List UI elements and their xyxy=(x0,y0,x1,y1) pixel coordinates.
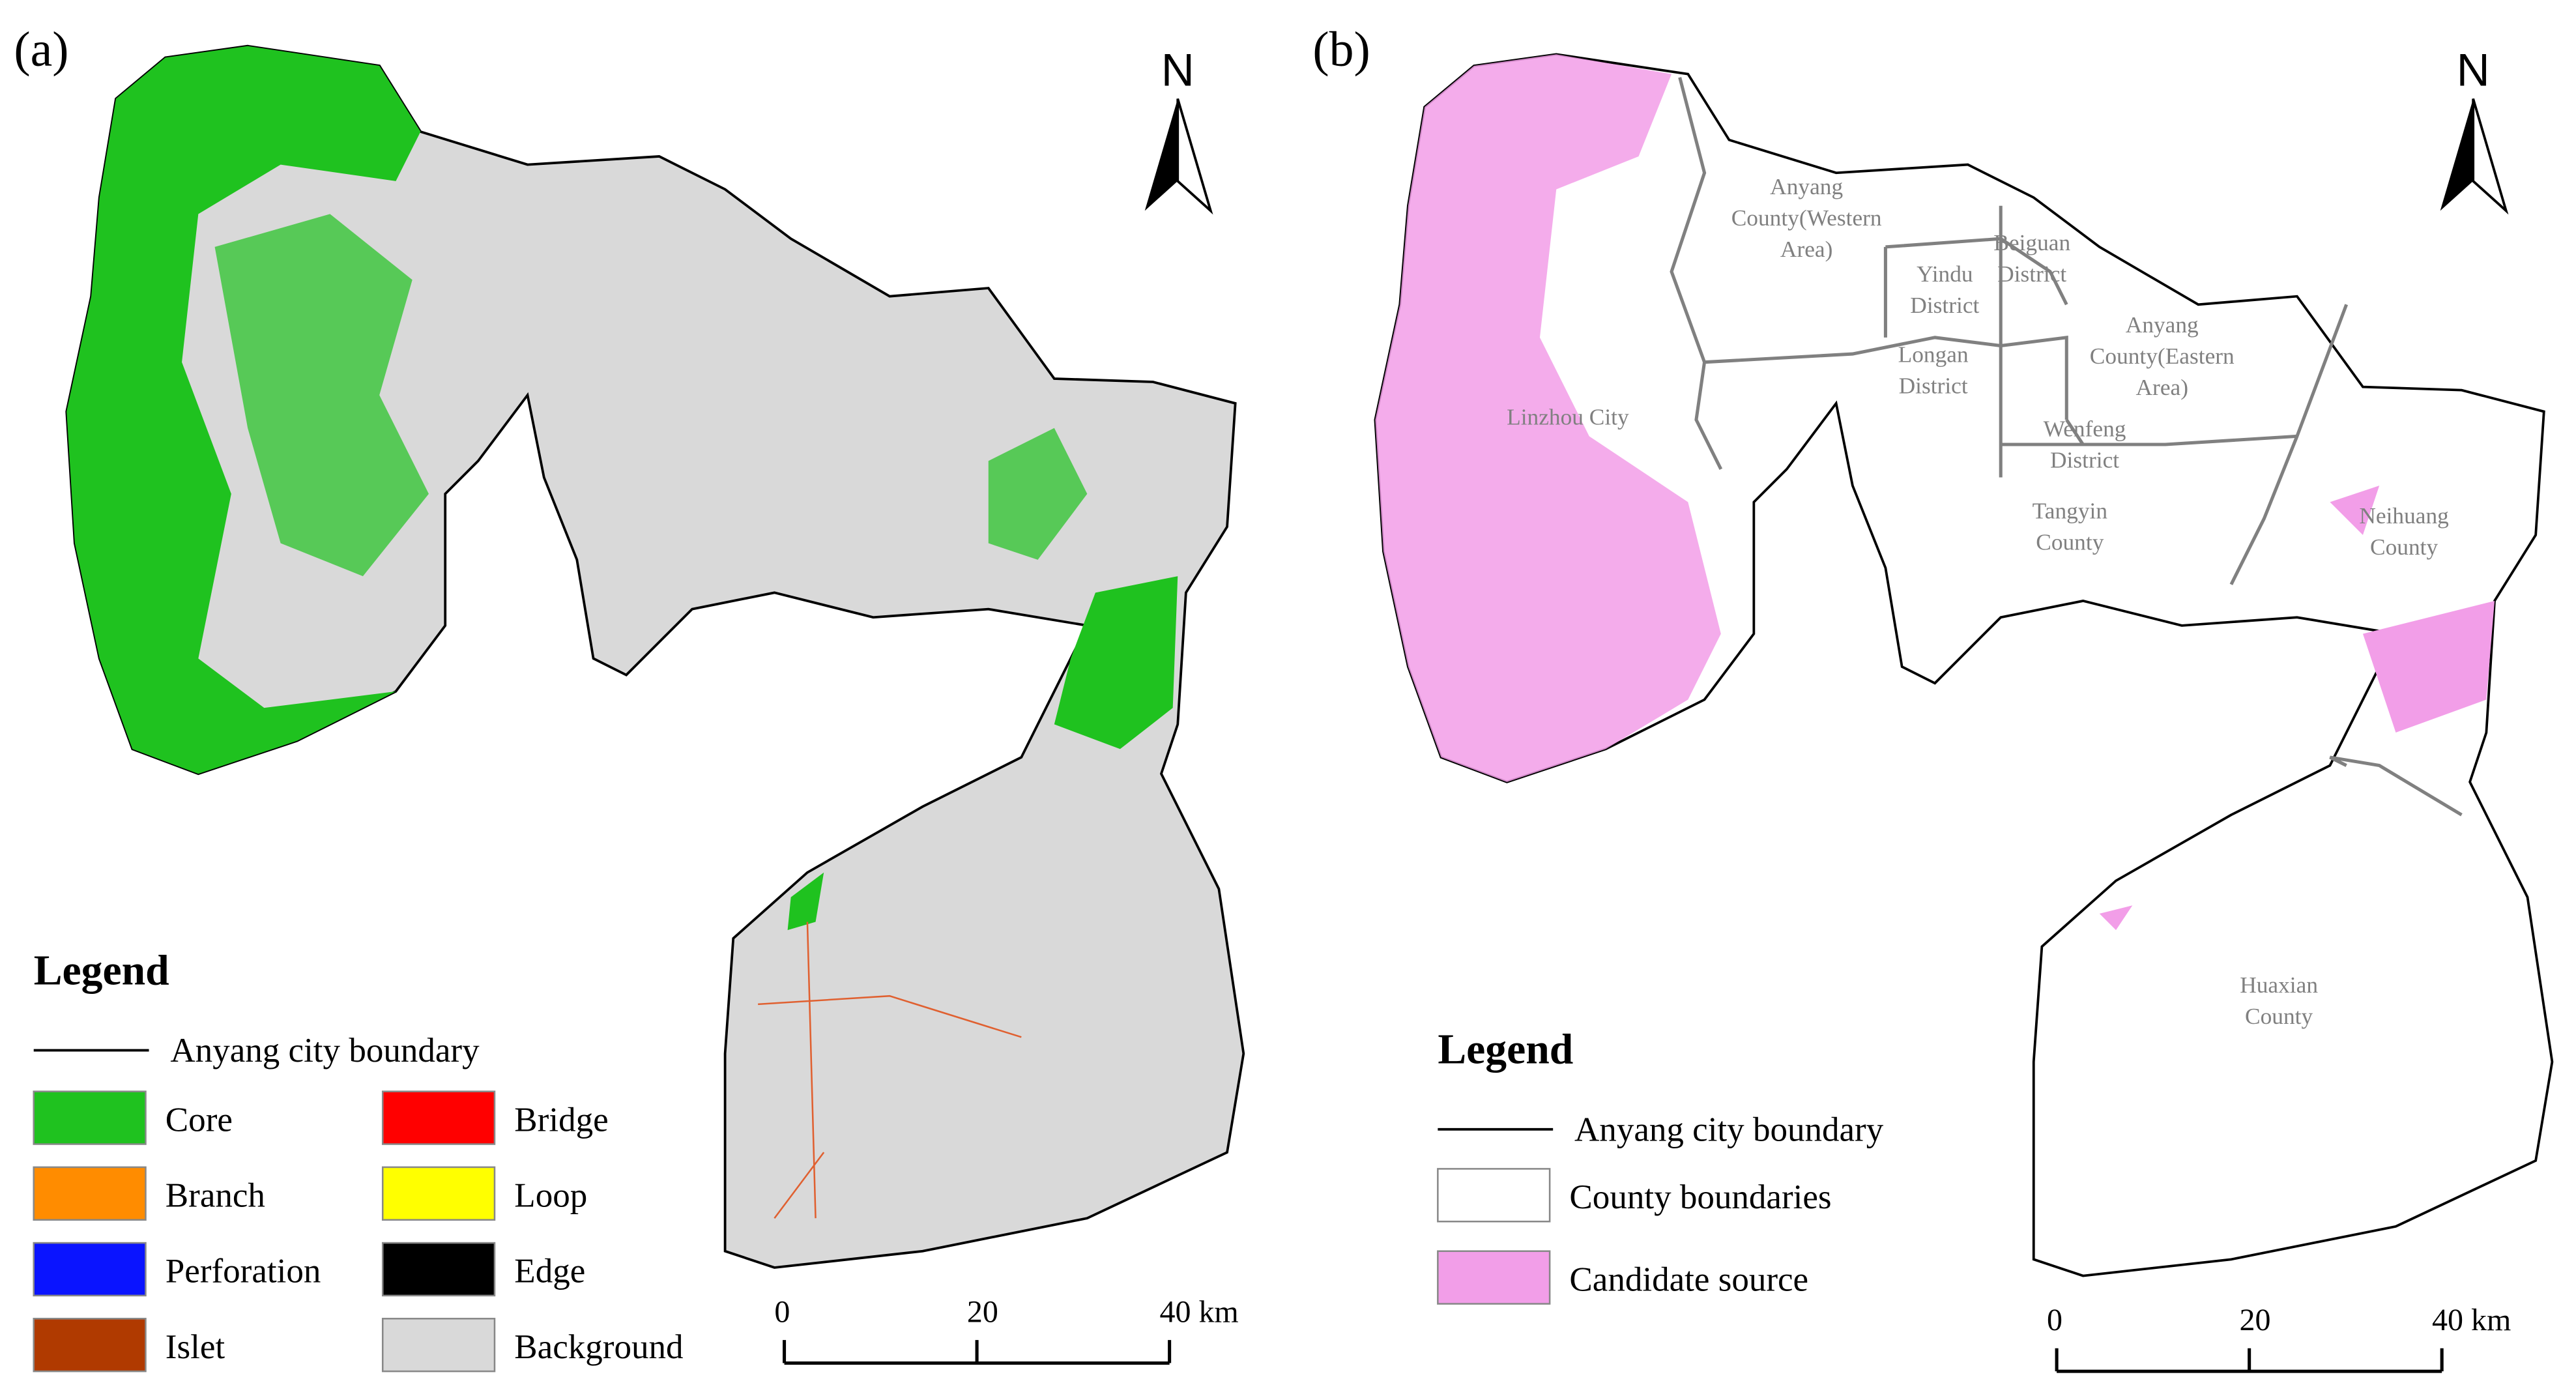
legend-swatch xyxy=(33,1166,147,1221)
county-label: Anyang County(Eastern Area) xyxy=(2090,312,2235,400)
legend-boundary-label: Anyang city boundary xyxy=(1574,1111,1884,1148)
north-arrow xyxy=(1176,98,1213,215)
county-label-line: Tangyin xyxy=(2033,498,2108,524)
county-label-line: County xyxy=(2370,534,2438,560)
legend-item-label: Candidate source xyxy=(1569,1260,1808,1298)
north-label: N xyxy=(1161,44,1194,95)
panel-label: (a) xyxy=(14,22,68,77)
county-label-line: District xyxy=(1910,292,1979,318)
county-label-line: Anyang xyxy=(1770,173,1843,199)
legend-item-label: Perforation xyxy=(166,1253,321,1290)
county-label-line: County xyxy=(2036,529,2104,555)
legend-swatch xyxy=(33,1242,147,1297)
legend-swatch xyxy=(33,1090,147,1145)
county-label: Yindu District xyxy=(1910,261,1979,318)
legend-swatch xyxy=(381,1090,496,1145)
legend-item-label: Background xyxy=(514,1328,683,1366)
county-label-line: Yindu xyxy=(1917,261,1973,287)
county-label-line: Linzhou City xyxy=(1507,404,1629,430)
scale-label: 20 xyxy=(967,1294,998,1329)
county-label-line: County(Eastern xyxy=(2090,343,2235,369)
legend-swatch xyxy=(381,1242,496,1297)
legend-item-label: Loop xyxy=(514,1177,587,1215)
legend-title: Legend xyxy=(1438,1026,1573,1073)
county-label-line: District xyxy=(1899,373,1968,399)
legend-item-label: County boundaries xyxy=(1569,1178,1831,1216)
legend-title: Legend xyxy=(34,947,169,995)
county-label: Longan District xyxy=(1898,342,1969,399)
panel-label: (b) xyxy=(1312,22,1370,77)
north-arrow xyxy=(1144,98,1178,211)
legend-item-label: Core xyxy=(166,1101,233,1139)
county-label: Anyang County(Western Area) xyxy=(1731,173,1882,262)
legend-swatch xyxy=(381,1166,496,1221)
north-arrow xyxy=(2472,98,2509,215)
county-label-line: Longan xyxy=(1898,342,1969,368)
county-label-line: County xyxy=(2245,1003,2313,1029)
county-label-line: Neihuang xyxy=(2359,502,2448,529)
legend-item-label: Branch xyxy=(166,1177,265,1215)
legend-swatch xyxy=(1437,1250,1551,1305)
scale-label: 0 xyxy=(2047,1303,2062,1337)
county-label: Neihuang County xyxy=(2359,502,2448,560)
county-label-line: Anyang xyxy=(2126,312,2199,338)
map-b xyxy=(1374,53,2554,1277)
map-a xyxy=(65,44,1245,1269)
legend-swatch xyxy=(33,1318,147,1373)
legend-swatch xyxy=(381,1318,496,1373)
scale-label: 40 km xyxy=(1159,1294,1238,1329)
legend-swatch xyxy=(1437,1168,1551,1223)
county-label-line: Area) xyxy=(2136,374,2188,400)
county-label: Tangyin County xyxy=(2033,498,2108,555)
legend-item-label: Bridge xyxy=(514,1101,608,1139)
legend-boundary-label: Anyang city boundary xyxy=(170,1032,480,1069)
county-label-line: District xyxy=(2050,446,2119,473)
county-label-line: District xyxy=(1997,261,2066,287)
north-arrow xyxy=(2440,98,2474,211)
county-label-line: Wenfeng xyxy=(2044,415,2126,441)
county-label-line: Huaxian xyxy=(2240,972,2318,998)
legend-item-label: Edge xyxy=(514,1253,585,1290)
county-label-line: Beiguan xyxy=(1993,229,2070,255)
county-label: Huaxian County xyxy=(2240,972,2318,1029)
scale-label: 20 xyxy=(2239,1303,2270,1337)
legend-item-label: Islet xyxy=(166,1328,225,1366)
county-label: Wenfeng District xyxy=(2044,415,2126,473)
north-label: N xyxy=(2457,44,2490,95)
county-label: Beiguan District xyxy=(1993,229,2070,287)
county-label: Linzhou City xyxy=(1507,404,1629,430)
scale-label: 0 xyxy=(774,1294,790,1329)
county-label-line: County(Western xyxy=(1731,205,1882,231)
county-label-line: Area) xyxy=(1780,236,1832,262)
scale-label: 40 km xyxy=(2432,1303,2511,1337)
